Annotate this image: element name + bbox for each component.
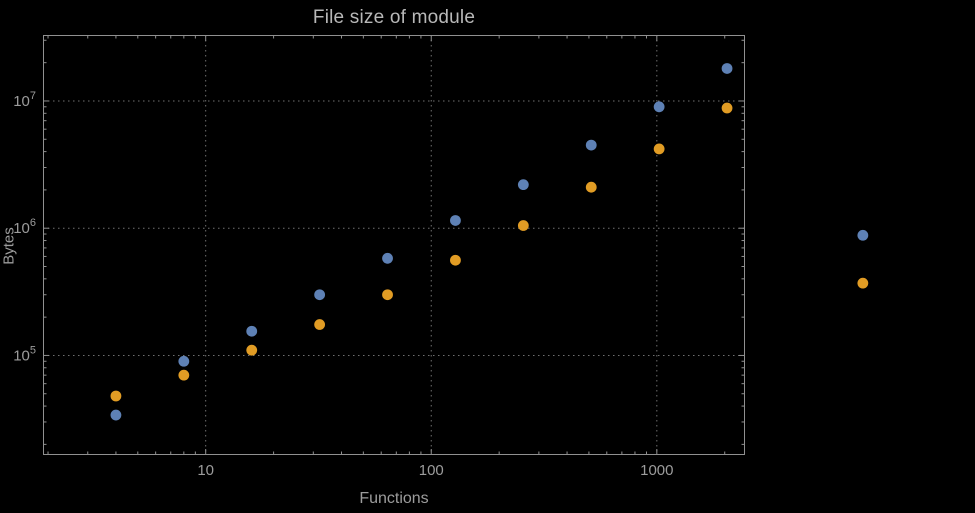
data-point-series-2-orange [517, 220, 529, 231]
plot-frame [43, 35, 745, 455]
x-tick-label: 10 [197, 462, 214, 479]
data-point-series-1-blue [314, 289, 326, 301]
data-point-series-2-orange [450, 254, 461, 266]
data-point-series-1-blue [178, 355, 190, 367]
y-tick-label: 106 [13, 217, 36, 237]
data-point-series-1-blue [450, 215, 461, 226]
data-point-series-1-blue [246, 325, 258, 337]
data-point-series-1-blue [585, 139, 597, 151]
data-point-series-2-orange [246, 344, 258, 356]
data-point-series-2-orange [585, 181, 597, 193]
data-point-series-2-orange [857, 277, 869, 289]
data-point-series-1-blue [382, 252, 393, 264]
data-point-series-2-orange [653, 143, 665, 155]
data-point-series-2-orange [110, 390, 122, 402]
y-tick-label: 107 [13, 90, 36, 110]
x-tick-label: 100 [419, 462, 444, 479]
y-tick-label: 105 [13, 344, 36, 364]
data-point-series-1-blue [653, 101, 665, 113]
x-axis-label: Functions [359, 490, 429, 507]
data-point-series-2-orange [178, 369, 190, 381]
x-tick-label: 1000 [640, 462, 673, 479]
data-point-series-1-blue [517, 179, 529, 191]
data-point-series-1-blue [110, 409, 122, 421]
data-point-series-1-blue [721, 63, 733, 74]
chart-title: File size of module [312, 7, 476, 28]
data-point-series-2-orange [382, 289, 393, 301]
data-point-series-2-orange [314, 319, 326, 330]
data-point-series-2-orange [721, 102, 733, 114]
data-point-series-1-blue [857, 229, 869, 241]
